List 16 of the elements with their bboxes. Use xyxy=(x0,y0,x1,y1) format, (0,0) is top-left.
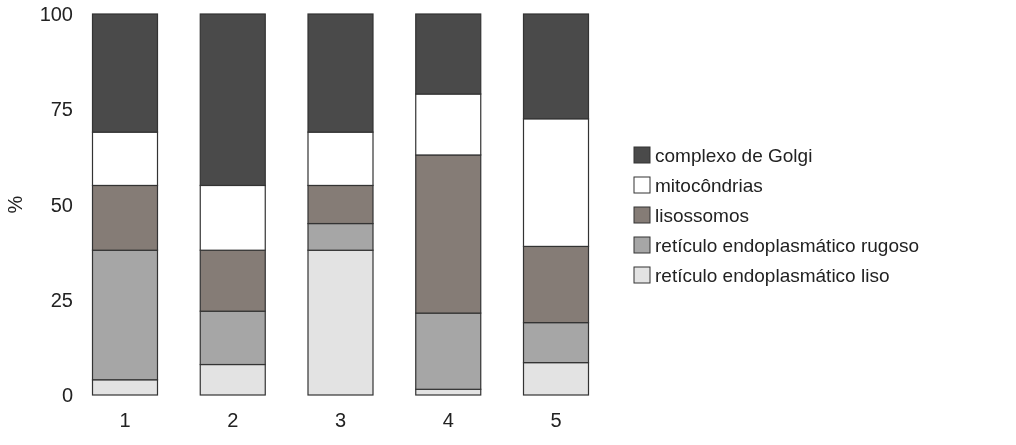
legend-label: lisossomos xyxy=(655,204,749,226)
x-tick-label: 3 xyxy=(334,409,347,431)
y-axis-title: % xyxy=(4,195,26,214)
x-tick-label: 4 xyxy=(442,409,454,431)
y-tick-label: 0 xyxy=(61,384,73,406)
y-tick-label: 75 xyxy=(50,98,73,121)
legend-label: mitocôndrias xyxy=(655,174,763,196)
y-tick-label: 50 xyxy=(50,193,73,216)
legend-label: retículo endoplasmático rugoso xyxy=(655,234,920,256)
legend-label: complexo de Golgi xyxy=(655,144,813,166)
y-tick-label: 100 xyxy=(39,3,73,25)
x-tick-label: 2 xyxy=(227,409,239,431)
y-tick-label: 25 xyxy=(50,288,73,311)
legend-label: retículo endoplasmático liso xyxy=(655,264,890,286)
x-tick-label: 1 xyxy=(119,409,131,431)
x-tick-label: 5 xyxy=(550,409,562,431)
